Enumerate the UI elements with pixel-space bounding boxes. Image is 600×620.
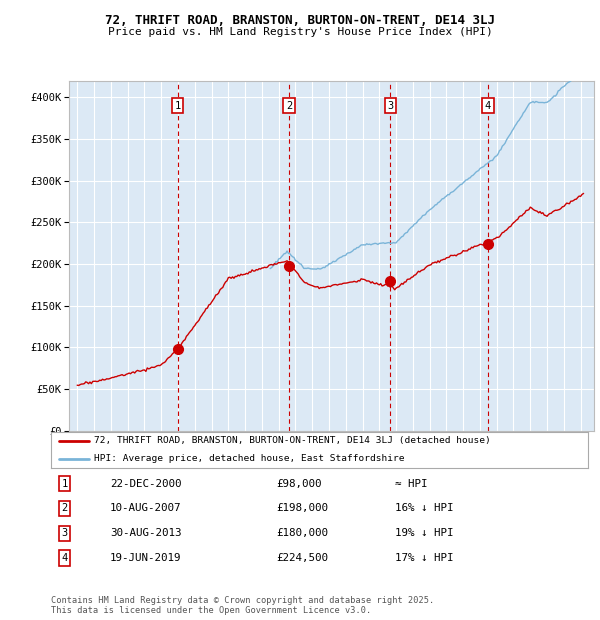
Text: HPI: Average price, detached house, East Staffordshire: HPI: Average price, detached house, East… <box>94 454 404 463</box>
Text: 19-JUN-2019: 19-JUN-2019 <box>110 553 182 563</box>
Text: £180,000: £180,000 <box>277 528 329 538</box>
Text: £198,000: £198,000 <box>277 503 329 513</box>
Text: 19% ↓ HPI: 19% ↓ HPI <box>395 528 453 538</box>
Text: 22-DEC-2000: 22-DEC-2000 <box>110 479 182 489</box>
Text: £98,000: £98,000 <box>277 479 322 489</box>
Text: 2: 2 <box>286 100 292 110</box>
Text: 72, THRIFT ROAD, BRANSTON, BURTON-ON-TRENT, DE14 3LJ (detached house): 72, THRIFT ROAD, BRANSTON, BURTON-ON-TRE… <box>94 436 491 445</box>
Text: Contains HM Land Registry data © Crown copyright and database right 2025.
This d: Contains HM Land Registry data © Crown c… <box>51 596 434 615</box>
Text: 2: 2 <box>61 503 68 513</box>
Text: Price paid vs. HM Land Registry's House Price Index (HPI): Price paid vs. HM Land Registry's House … <box>107 27 493 37</box>
Text: 4: 4 <box>485 100 491 110</box>
Text: 1: 1 <box>61 479 68 489</box>
Text: 4: 4 <box>61 553 68 563</box>
Text: 30-AUG-2013: 30-AUG-2013 <box>110 528 182 538</box>
Text: 1: 1 <box>175 100 181 110</box>
Text: 17% ↓ HPI: 17% ↓ HPI <box>395 553 453 563</box>
Text: 3: 3 <box>387 100 394 110</box>
Text: 16% ↓ HPI: 16% ↓ HPI <box>395 503 453 513</box>
Text: 10-AUG-2007: 10-AUG-2007 <box>110 503 182 513</box>
Text: 3: 3 <box>61 528 68 538</box>
Text: ≈ HPI: ≈ HPI <box>395 479 427 489</box>
Text: 72, THRIFT ROAD, BRANSTON, BURTON-ON-TRENT, DE14 3LJ: 72, THRIFT ROAD, BRANSTON, BURTON-ON-TRE… <box>105 14 495 27</box>
Text: £224,500: £224,500 <box>277 553 329 563</box>
